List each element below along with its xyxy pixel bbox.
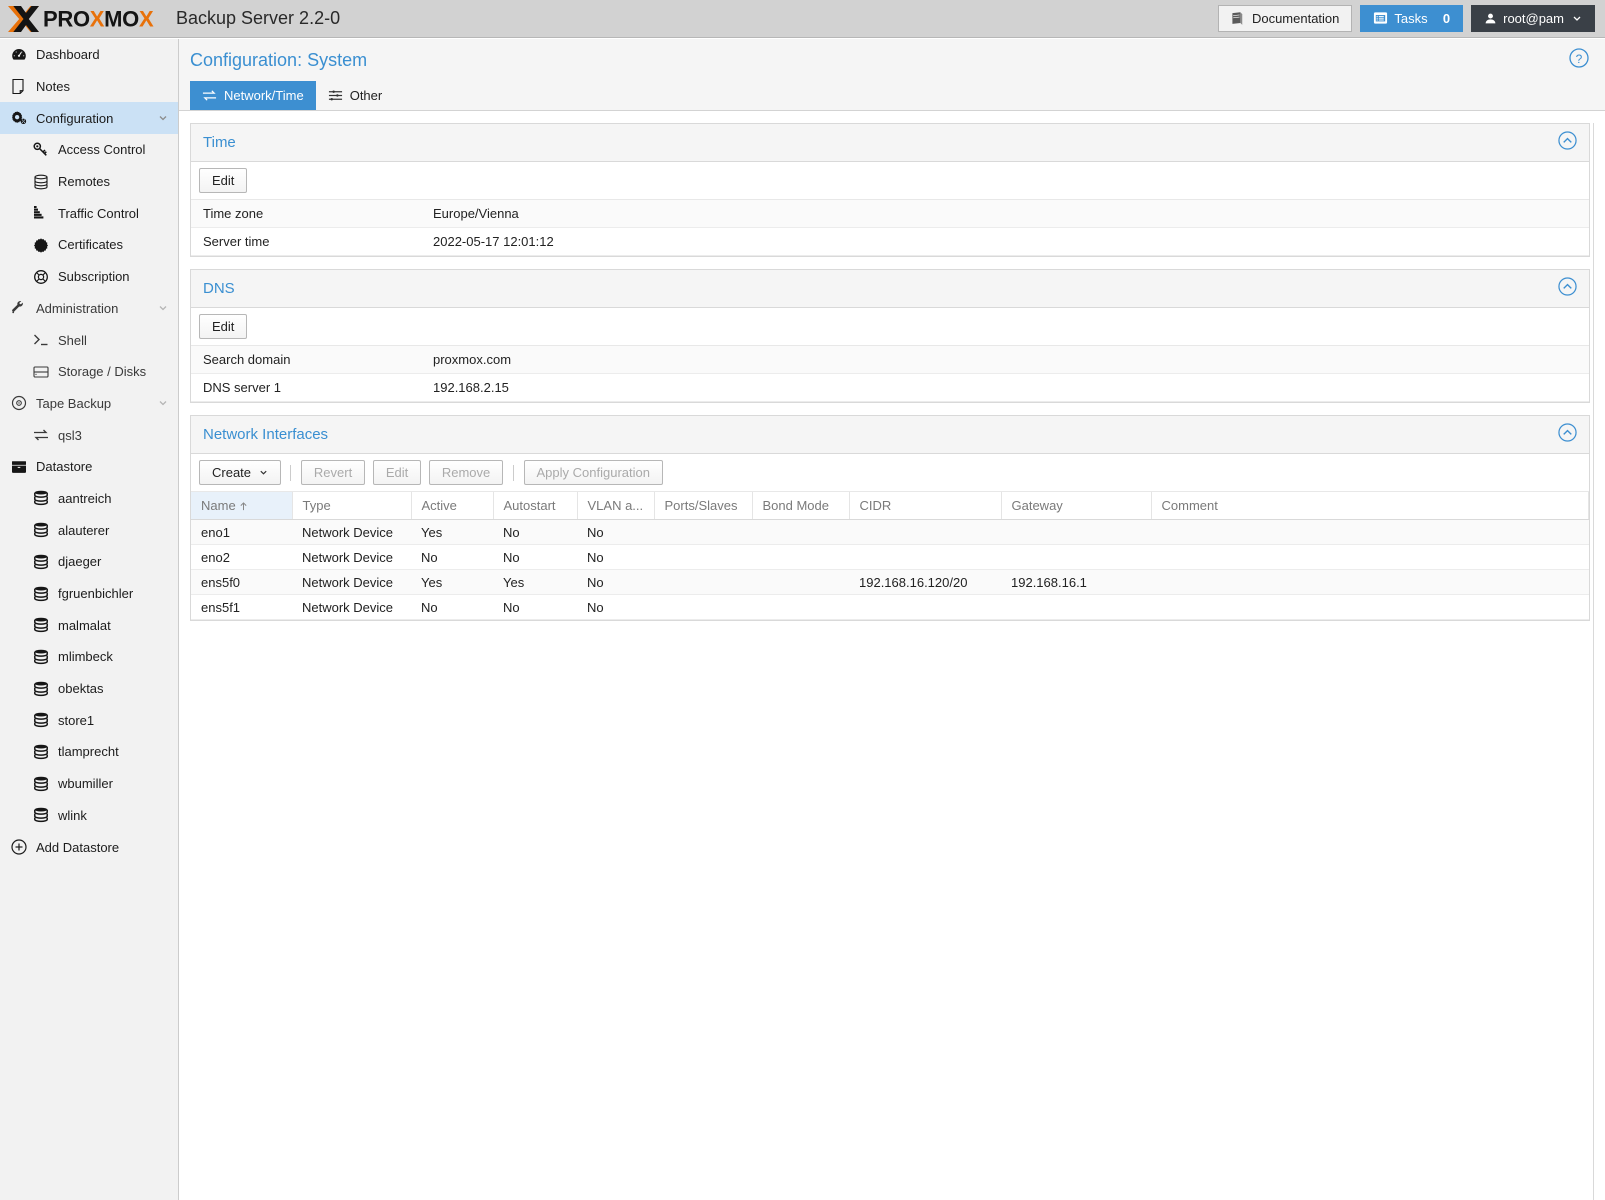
svg-text:?: ? xyxy=(1576,52,1583,66)
svg-text:PROXMOX: PROXMOX xyxy=(43,6,154,31)
